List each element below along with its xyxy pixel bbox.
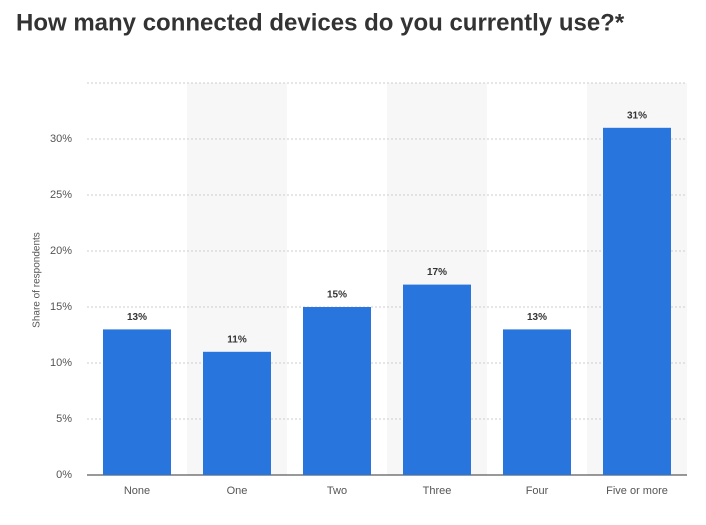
y-tick-label: 25%	[50, 189, 72, 201]
y-axis-label: Share of respondents	[32, 232, 43, 328]
value-label: 15%	[327, 290, 347, 301]
value-label: 17%	[427, 267, 447, 278]
bar	[103, 329, 171, 475]
x-tick-label: Two	[327, 485, 347, 497]
y-tick-label: 20%	[50, 245, 72, 257]
bar	[403, 284, 471, 475]
y-tick-label: 30%	[50, 133, 72, 145]
bar	[503, 329, 571, 475]
value-label: 13%	[527, 312, 547, 323]
x-tick-label: Five or more	[606, 485, 668, 497]
bar	[603, 127, 671, 476]
x-tick-label: None	[124, 485, 150, 497]
x-tick-label: One	[227, 485, 248, 497]
x-tick-label: Four	[526, 485, 549, 497]
chart-title: How many connected devices do you curren…	[16, 9, 625, 36]
y-tick-label: 10%	[50, 357, 72, 369]
value-label: 13%	[127, 312, 147, 323]
y-tick-label: 0%	[56, 469, 72, 481]
x-tick-label: Three	[423, 485, 452, 497]
value-label: 31%	[627, 110, 647, 121]
y-tick-label: 5%	[56, 413, 72, 425]
bar	[203, 351, 271, 475]
value-label: 11%	[227, 334, 247, 345]
y-tick-label: 15%	[50, 301, 72, 313]
bar	[303, 307, 371, 475]
